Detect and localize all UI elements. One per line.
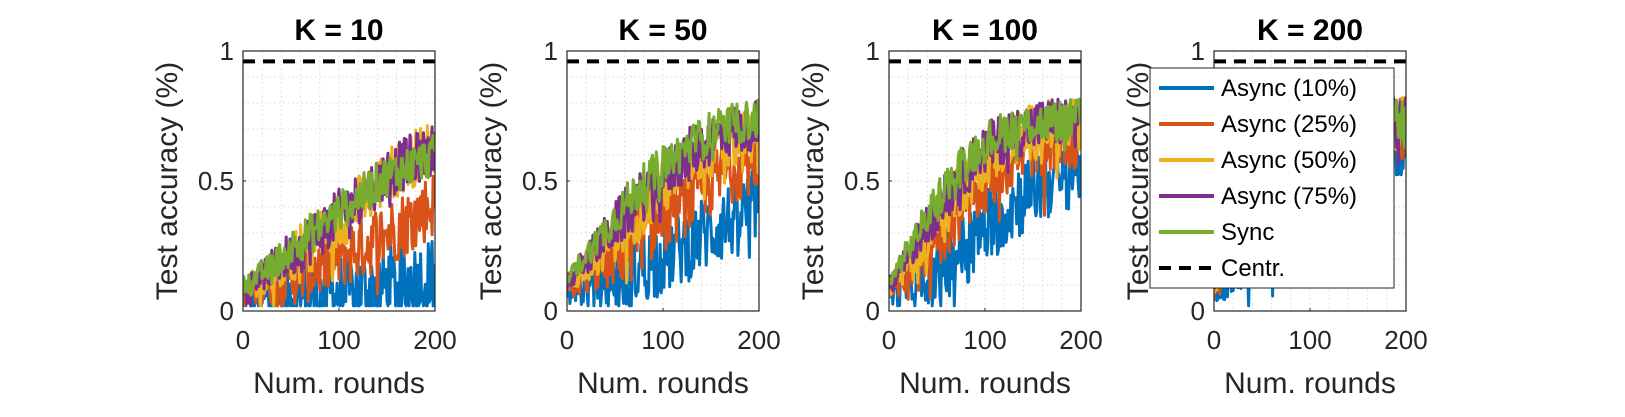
legend-label: Async (50%) bbox=[1221, 147, 1357, 174]
x-tick-label: 0 bbox=[882, 325, 896, 355]
x-axis-label: Num. rounds bbox=[577, 367, 749, 400]
y-tick-label: 1 bbox=[544, 36, 558, 66]
y-tick-label: 1 bbox=[220, 36, 234, 66]
chart-title: K = 200 bbox=[1257, 14, 1363, 47]
y-tick-label: 1 bbox=[1191, 36, 1205, 66]
x-tick-label: 100 bbox=[641, 325, 684, 355]
x-tick-label: 0 bbox=[560, 325, 574, 355]
x-axis-label: Num. rounds bbox=[899, 367, 1071, 400]
x-tick-label: 200 bbox=[1384, 325, 1427, 355]
legend-label: Async (75%) bbox=[1221, 183, 1357, 210]
series-lines bbox=[889, 59, 1081, 308]
chart-title: K = 50 bbox=[618, 14, 707, 47]
x-tick-label: 200 bbox=[413, 325, 456, 355]
series-line-sync bbox=[243, 133, 435, 297]
x-tick-label: 100 bbox=[317, 325, 360, 355]
legend-label: Async (10%) bbox=[1221, 75, 1357, 102]
legend-item-sync: Sync bbox=[1159, 219, 1274, 246]
legend-label: Sync bbox=[1221, 219, 1274, 246]
y-tick-label: 0.5 bbox=[198, 166, 234, 196]
y-tick-label: 0.5 bbox=[844, 166, 880, 196]
legend-box bbox=[1149, 67, 1395, 289]
legend: Async (10%) Async (25%) Async (50%) Async (… bbox=[1149, 67, 1395, 289]
series-lines bbox=[567, 59, 759, 308]
y-tick-label: 0.5 bbox=[522, 166, 558, 196]
x-tick-label: 100 bbox=[1288, 325, 1331, 355]
x-tick-label: 100 bbox=[963, 325, 1006, 355]
y-tick-label: 0 bbox=[220, 296, 234, 326]
series-lines bbox=[243, 59, 435, 308]
y-axis-label: Test accuracy (%) bbox=[797, 62, 830, 300]
panel-k100: 0 100 200 0 0.5 1 K = 100 Num. rounds Test accur… bbox=[797, 14, 1103, 400]
legend-item-async-25: Async (25%) bbox=[1159, 111, 1357, 138]
y-tick-label: 0 bbox=[866, 296, 880, 326]
x-axis-label: Num. rounds bbox=[1224, 367, 1396, 400]
series-line-sync bbox=[567, 98, 759, 284]
y-axis-label: Test accuracy (%) bbox=[151, 62, 184, 300]
legend-item-async-50: Async (50%) bbox=[1159, 147, 1357, 174]
series-line-sync bbox=[889, 97, 1081, 286]
x-tick-label: 0 bbox=[1207, 325, 1221, 355]
series-line-async-10 bbox=[889, 134, 1081, 308]
legend-item-centr: Centr. bbox=[1159, 255, 1285, 282]
legend-item-async-10: Async (10%) bbox=[1159, 75, 1357, 102]
legend-label: Centr. bbox=[1221, 255, 1285, 282]
chart-title: K = 100 bbox=[932, 14, 1038, 47]
y-tick-label: 0 bbox=[1191, 296, 1205, 326]
x-tick-label: 200 bbox=[1059, 325, 1102, 355]
x-axis-label: Num. rounds bbox=[253, 367, 425, 400]
legend-item-async-75: Async (75%) bbox=[1159, 183, 1357, 210]
panel-k50: 0 100 200 0 0.5 1 K = 50 Num. rounds Test accura… bbox=[475, 14, 781, 400]
y-tick-label: 1 bbox=[866, 36, 880, 66]
y-axis-label: Test accuracy (%) bbox=[475, 62, 508, 300]
y-tick-label: 0 bbox=[544, 296, 558, 326]
x-tick-label: 200 bbox=[737, 325, 780, 355]
x-tick-label: 0 bbox=[236, 325, 250, 355]
legend-label: Async (25%) bbox=[1221, 111, 1357, 138]
chart-title: K = 10 bbox=[294, 14, 383, 47]
panel-k10: 0 100 200 0 0.5 1 K = 10 Num. rounds Test accura… bbox=[151, 14, 457, 400]
